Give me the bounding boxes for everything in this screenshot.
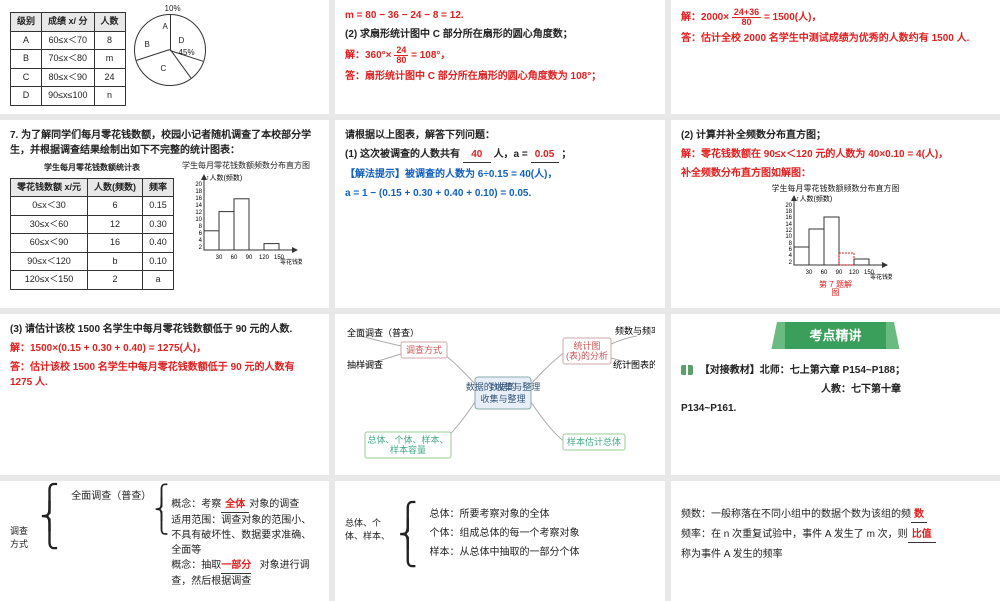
tcap: 学生每月零花钱数额统计表 <box>10 162 174 174</box>
pie-A: A <box>163 21 168 33</box>
m-calc: m = 80 − 36 − 24 − 8 = 12. <box>345 8 655 23</box>
svg-text:90: 90 <box>246 255 253 261</box>
svg-text:14: 14 <box>195 203 202 209</box>
svg-text:↑人数(频数): ↑人数(频数) <box>206 173 242 182</box>
book-icon <box>681 365 693 375</box>
q2: (2) 求扇形统计图中 C 部分所在扇形的圆心角度数； <box>345 27 655 42</box>
textbook-ref2: 人教：七下第十章 <box>681 382 990 397</box>
svg-text:样本估计总体: 样本估计总体 <box>567 436 621 447</box>
card-r2c3-hist2: (2) 计算并补全频数分布直方图； 解：零花钱数额在 90≤x＜120 元的人数… <box>671 120 1000 308</box>
hist2-sub: 第 7 题解 图 <box>772 281 900 297</box>
svg-text:2: 2 <box>199 245 203 251</box>
card-r2c1-q7: 7. 为了解同学们每月零花钱数额，校园小记者随机调查了本校部分学生，并根据调查结… <box>0 120 329 308</box>
tree-root: 调查方式 <box>10 489 32 552</box>
svg-text:8: 8 <box>199 224 203 230</box>
est-calc: 解：2000× 24+36 80 = 1500(人)， <box>681 8 990 27</box>
svg-text:数据的: 数据的 <box>489 381 516 392</box>
q2b-note: 补全频数分布直方图如解图： <box>681 166 990 181</box>
svg-text:零花钱数额/元: 零花钱数额/元 <box>280 258 302 265</box>
q2b: (2) 计算并补全频数分布直方图； <box>681 128 990 143</box>
svg-text:样本容量: 样本容量 <box>390 444 426 455</box>
histogram-1: 学生每月零花钱数额频数分布直方图 ↑人数(频数) 20 18 16 14 12 … <box>182 162 310 265</box>
svg-text:30: 30 <box>216 255 223 261</box>
mindmap-svg: 数据的 收集与整理 数据的 收集与整理 调查方式 全面调查（普查） 抽样调查 总… <box>345 322 655 462</box>
hist1-svg: ↑人数(频数) 20 18 16 14 12 10 8 6 4 2 <box>182 170 302 265</box>
svg-text:↑人数(频数): ↑人数(频数) <box>796 194 832 203</box>
card-r3c3-kaodian: 考点精讲 【对接教材】北师：七上第六章 P154~P188； 人教：七下第十章 … <box>671 314 1000 475</box>
svg-text:全面调查（普查）: 全面调查（普查） <box>347 327 419 338</box>
q7-title: 7. 为了解同学们每月零花钱数额，校园小记者随机调查了本校部分学生，并根据调查结… <box>10 128 319 158</box>
svg-text:10: 10 <box>785 234 792 240</box>
hint2: a = 1 − (0.15 + 0.30 + 0.40 + 0.10) = 0.… <box>345 186 655 201</box>
money-table: 零花钱数额 x/元人数(频数)频率 0≤x＜3060.15 30≤x＜60120… <box>10 178 174 290</box>
q2b-calc: 解：零花钱数额在 90≤x＜120 元的人数为 40×0.10 = 4(人)， <box>681 147 990 162</box>
svg-text:16: 16 <box>785 215 792 221</box>
svg-text:120: 120 <box>259 255 270 261</box>
tree-root2: 总体、个 体、样本、 <box>345 507 390 544</box>
svg-text:收集与整理: 收集与整理 <box>480 393 525 404</box>
th-count: 人数 <box>94 13 125 32</box>
hint1: 【解法提示】被调查的人数为 6÷0.15 = 40(人)， <box>345 167 655 182</box>
svg-text:18: 18 <box>195 189 202 195</box>
angle-calc: 解：360°× 24 80 = 108°， <box>345 46 655 65</box>
pie-C: C <box>161 63 167 75</box>
card-r1c2-solution: m = 80 − 36 − 24 − 8 = 12. (2) 求扇形统计图中 C… <box>335 0 665 114</box>
q1-line: (1) 这次被调查的人数共有 40 人，a = 0.05 ； <box>345 147 655 163</box>
svg-text:90: 90 <box>835 270 842 276</box>
est-answer: 答：估计全校 2000 名学生中测试成绩为优秀的人数约有 1500 人. <box>681 31 990 46</box>
svg-text:2: 2 <box>788 260 792 266</box>
svg-text:60: 60 <box>231 255 238 261</box>
grade-table: 级别 成绩 x/ 分 人数 A60≤x＜708 B70≤x＜80m C80≤x＜… <box>10 12 126 106</box>
histogram-2: 学生每月零花钱数额频数分布直方图 ↑人数(频数) 20 18 16 14 12 … <box>772 185 900 297</box>
q3-calc: 解：1500×(0.15 + 0.30 + 0.40) = 1275(人)， <box>10 341 319 356</box>
svg-text:调查方式: 调查方式 <box>406 344 442 355</box>
angle-answer: 答：扇形统计图中 C 部分所在扇形的圆心角度数为 108°； <box>345 69 655 84</box>
card-r3c1-q3: (3) 请估计该校 1500 名学生中每月零花钱数额低于 90 元的人数. 解：… <box>0 314 329 475</box>
svg-text:频数与频率: 频数与频率 <box>615 325 655 336</box>
pie-top-label: 10% <box>165 3 181 15</box>
q3: (3) 请估计该校 1500 名学生中每月零花钱数额低于 90 元的人数. <box>10 322 319 337</box>
svg-text:总体、个体、样本、: 总体、个体、样本、 <box>367 434 448 445</box>
card-r2c2-answers: 请根据以上图表，解答下列问题： (1) 这次被调查的人数共有 40 人，a = … <box>335 120 665 308</box>
card-r4c2-tree: 总体、个 体、样本、 ⎧⎨⎩ 总体：所要考察对象的全体 个体：组成总体的每一个考… <box>335 481 665 601</box>
q3-ans: 答：估计该校 1500 名学生中每月零花钱数额低于 90 元的人数有 1275 … <box>10 360 319 390</box>
svg-text:10: 10 <box>195 217 202 223</box>
textbook-ref3: P134~P161. <box>681 401 990 416</box>
svg-text:12: 12 <box>195 210 202 216</box>
kaodian-banner: 考点精讲 <box>785 322 885 350</box>
pie-chart: 10% A B C D 45% <box>134 14 206 86</box>
svg-text:6: 6 <box>199 231 203 237</box>
th-score: 成绩 x/ 分 <box>42 13 95 32</box>
pie-B: B <box>145 39 150 51</box>
th-level: 级别 <box>11 13 42 32</box>
svg-text:统计图表的特点: 统计图表的特点 <box>613 359 655 370</box>
svg-text:30: 30 <box>805 270 812 276</box>
svg-text:零花钱数额/元: 零花钱数额/元 <box>870 273 892 281</box>
card-r3c2-mindmap: 数据的 收集与整理 数据的 收集与整理 调查方式 全面调查（普查） 抽样调查 总… <box>335 314 665 475</box>
card-r4c3-freq: 频数：一般称落在不同小组中的数据个数为该组的频数 频率：在 n 次重复试验中，事… <box>671 481 1000 601</box>
svg-text:统计图: 统计图 <box>573 340 600 351</box>
svg-text:16: 16 <box>195 196 202 202</box>
svg-text:4: 4 <box>788 253 792 259</box>
svg-text:4: 4 <box>199 238 203 244</box>
branch-full: 全面调查（普查） <box>71 491 151 502</box>
svg-text:120: 120 <box>848 270 859 276</box>
svg-text:(表)的分析: (表)的分析 <box>566 350 608 361</box>
pie-D: D 45% <box>179 35 195 59</box>
svg-text:20: 20 <box>195 182 202 188</box>
svg-text:抽样调查: 抽样调查 <box>347 359 383 370</box>
hist2-svg: ↑人数(频数) 20 18 16 14 12 10 8 6 4 2 <box>772 193 892 281</box>
prompt: 请根据以上图表，解答下列问题： <box>345 128 655 143</box>
card-r1c1-table-pie: 级别 成绩 x/ 分 人数 A60≤x＜708 B70≤x＜80m C80≤x＜… <box>0 0 329 114</box>
card-r4c1-tree: 调查方式 ⎧⎨⎩ 全面调查（普查） ⎧⎨⎩ 概念：考察全体对象的调查 适用范围：… <box>0 481 329 601</box>
card-r1c3-estimate: 解：2000× 24+36 80 = 1500(人)， 答：估计全校 2000 … <box>671 0 1000 114</box>
svg-text:60: 60 <box>820 270 827 276</box>
textbook-ref1: 【对接教材】北师：七上第六章 P154~P188； <box>700 365 905 376</box>
